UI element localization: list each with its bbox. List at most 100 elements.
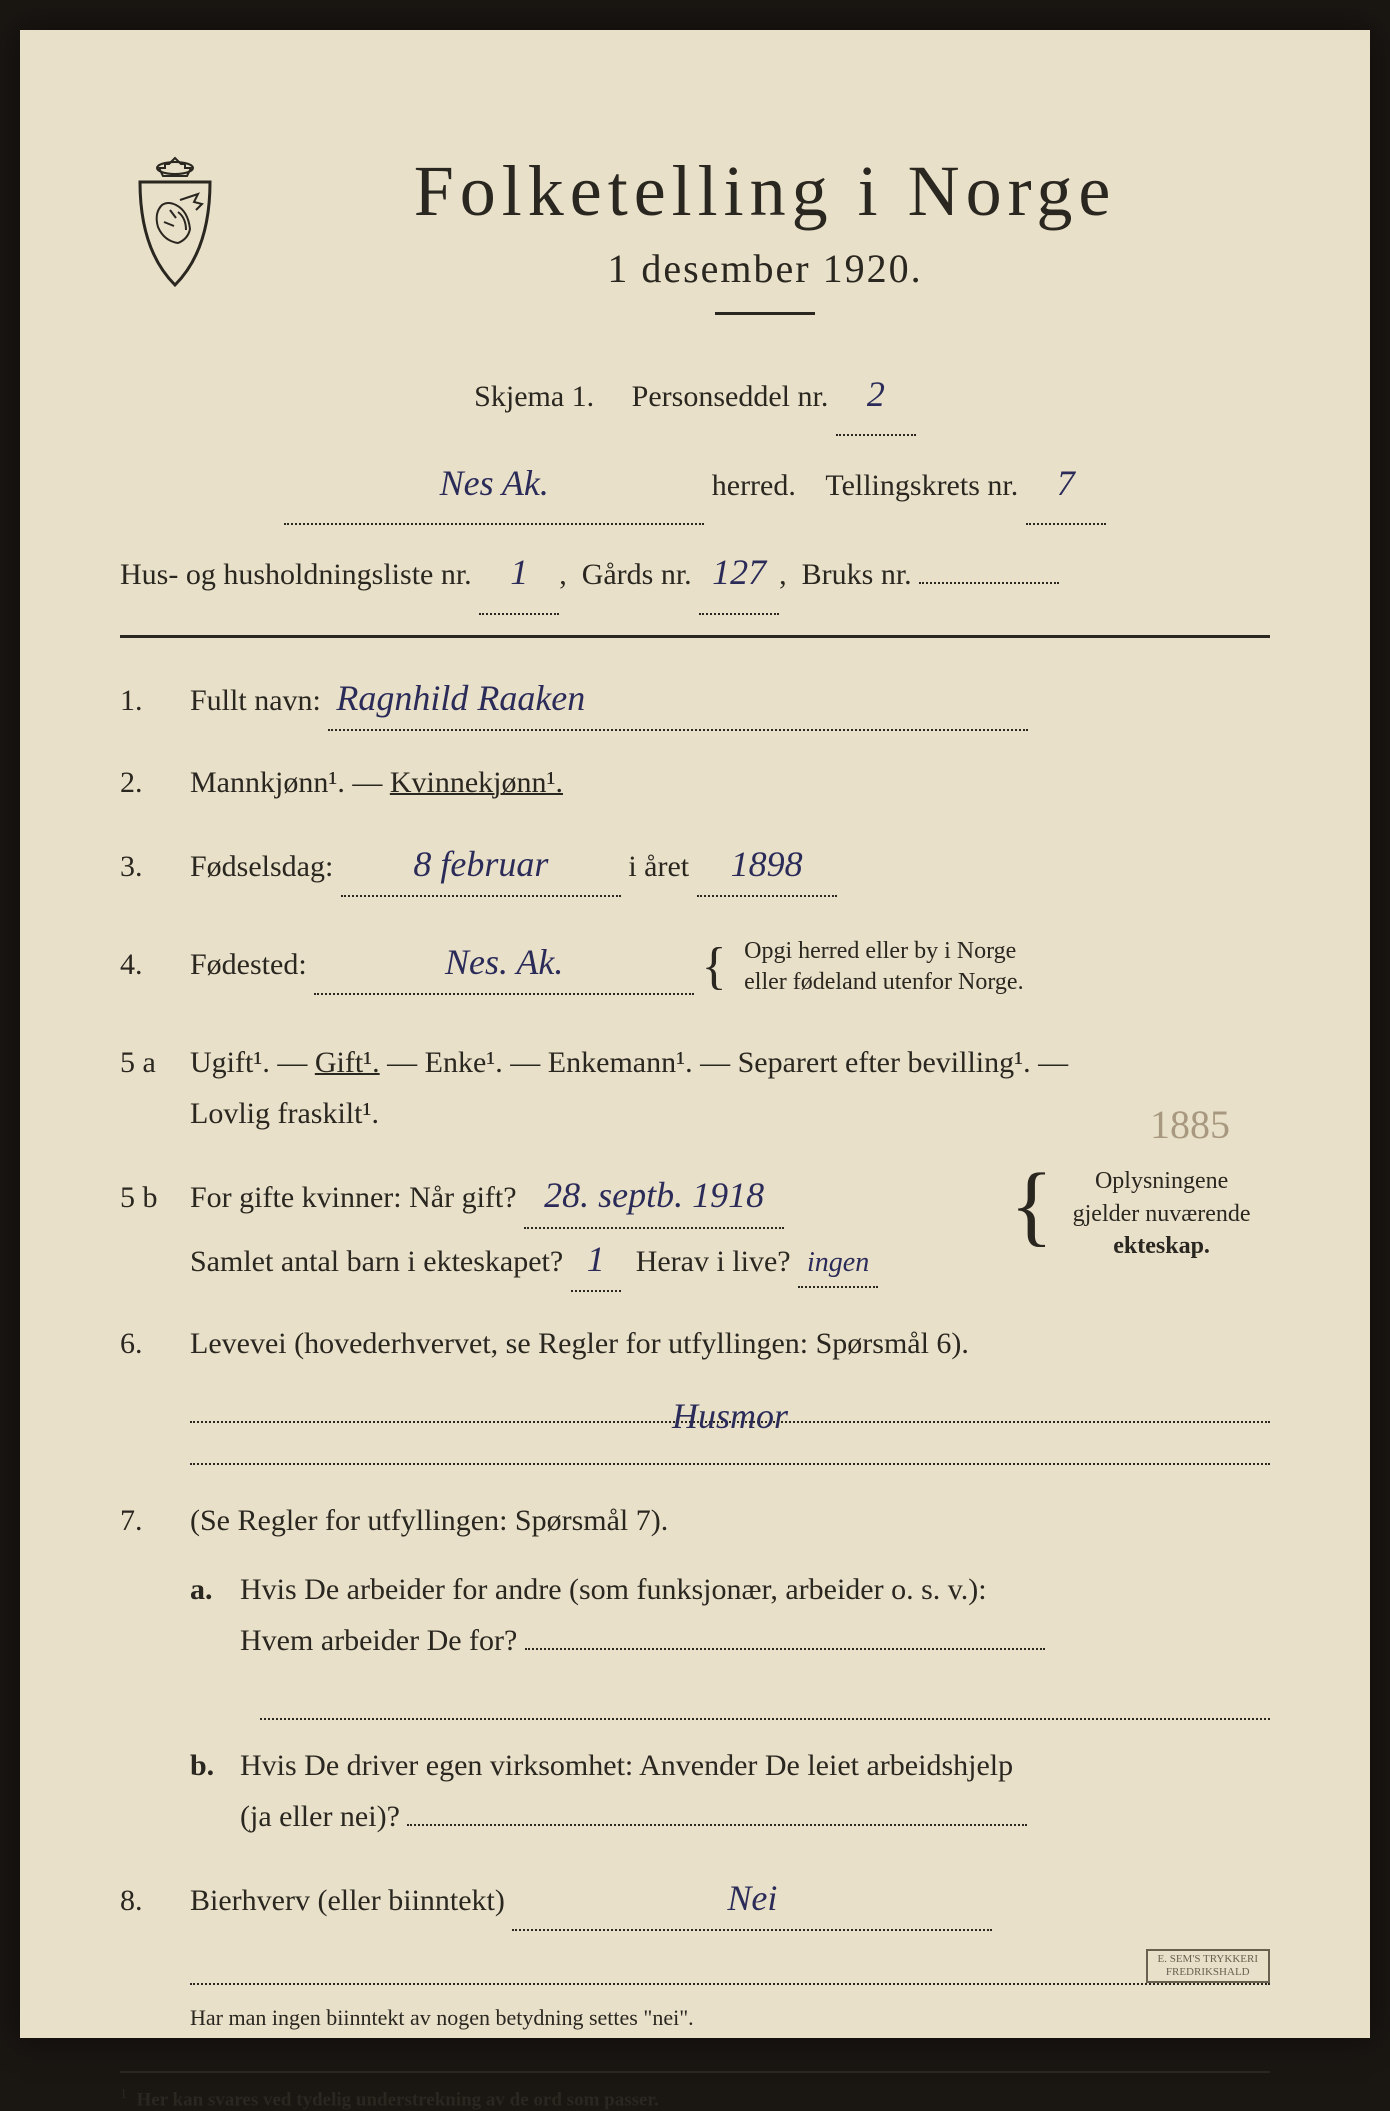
stamp-l2: FREDRIKSHALD <box>1166 1966 1250 1978</box>
main-title: Folketelling i Norge <box>260 150 1270 233</box>
q4-label: Fødested: <box>190 948 307 981</box>
q3-num: 3. <box>120 841 170 892</box>
q8: 8. Bierhverv (eller biinntekt) Nei <box>120 1868 1270 1931</box>
q6-value: Husmor <box>672 1396 788 1436</box>
q6: 6. Levevei (hovederhvervet, se Regler fo… <box>120 1318 1270 1369</box>
q2-mann: Mannkjønn¹. <box>190 766 345 799</box>
q4-num: 4. <box>120 939 170 990</box>
q5b-children: 1 <box>571 1229 621 1292</box>
q7b: b. Hvis De driver egen virksomhet: Anven… <box>190 1740 1270 1842</box>
title-divider <box>715 312 815 315</box>
q3: 3. Fødselsdag: 8 februar i året 1898 <box>120 834 1270 897</box>
q4-note: Opgi herred eller by i Norge eller fødel… <box>744 936 1023 998</box>
personseddel-nr: 2 <box>836 355 916 436</box>
personseddel-label: Personseddel nr. <box>632 380 829 413</box>
blank-line-1 <box>190 1437 1270 1465</box>
q7-label: (Se Regler for utfyllingen: Spørsmål 7). <box>190 1504 668 1537</box>
q5a-num: 5 a <box>120 1037 170 1088</box>
q6-label: Levevei (hovederhvervet, se Regler for u… <box>190 1327 969 1360</box>
census-form-page: Folketelling i Norge 1 desember 1920. Sk… <box>20 30 1370 2038</box>
q5b-num: 5 b <box>120 1172 170 1223</box>
q2-dash: — <box>352 766 390 799</box>
footnote-2-text: Her kan svares ved tydelig understreknin… <box>137 2089 659 2110</box>
q5b-side2: gjelder nuværende <box>1073 1201 1251 1227</box>
q7-num: 7. <box>120 1495 170 1546</box>
pencil-annotation: 1885 <box>1150 1091 1230 1159</box>
q5b-label3: Herav i live? <box>636 1245 791 1278</box>
q4-value: Nes. Ak. <box>314 932 694 995</box>
q4-note1: Opgi herred eller by i Norge <box>744 938 1016 964</box>
q5b-label2: Samlet antal barn i ekteskapet? <box>190 1245 563 1278</box>
q5a-separert: Separert efter bevilling¹. <box>738 1046 1031 1079</box>
q7b-num: b. <box>190 1740 220 1791</box>
divider-1 <box>120 635 1270 638</box>
bruks-nr <box>919 582 1059 584</box>
q2-num: 2. <box>120 757 170 808</box>
herred-value: Nes Ak. <box>284 444 704 525</box>
q6-num: 6. <box>120 1318 170 1369</box>
footnote-1: Har man ingen biinntekt av nogen betydni… <box>190 2005 1270 2031</box>
q2: 2. Mannkjønn¹. — Kvinnekjønn¹. <box>120 757 1270 808</box>
q8-value: Nei <box>512 1868 992 1931</box>
q4-note2: eller fødeland utenfor Norge. <box>744 969 1023 995</box>
coat-of-arms-icon <box>120 150 230 290</box>
printer-stamp: E. SEM'S TRYKKERI FREDRIKSHALD <box>1146 1949 1271 1983</box>
tellingskrets-nr: 7 <box>1026 444 1106 525</box>
q5a-fraskilt: Lovlig fraskilt¹. <box>190 1097 379 1130</box>
herred-label: herred. <box>712 469 796 502</box>
q3-year: 1898 <box>697 834 837 897</box>
q5b-married: 28. septb. 1918 <box>524 1165 784 1228</box>
title-block: Folketelling i Norge 1 desember 1920. <box>260 150 1270 345</box>
husliste-line: Hus- og husholdningsliste nr. 1, Gårds n… <box>120 533 1270 614</box>
blank-line-2 <box>260 1692 1270 1720</box>
subtitle: 1 desember 1920. <box>260 245 1270 292</box>
q7b-blank <box>407 1824 1027 1826</box>
q5a-enkemann: Enkemann¹. <box>548 1046 693 1079</box>
q5b-side3: ekteskap. <box>1113 1233 1210 1259</box>
q7a-text: Hvis De arbeider for andre (som funksjon… <box>240 1573 987 1606</box>
gards-nr: 127 <box>699 533 779 614</box>
q3-label: Fødselsdag: <box>190 850 333 883</box>
q7b-text: Hvis De driver egen virksomhet: Anvender… <box>240 1749 1013 1782</box>
q6-value-line: Husmor <box>190 1395 1270 1423</box>
q7a-blank <box>525 1648 1045 1650</box>
q1-label: Fullt navn: <box>190 684 321 717</box>
q8-label: Bierhverv (eller biinntekt) <box>190 1884 505 1917</box>
brace-icon: { <box>1010 1165 1053 1246</box>
tellingskrets-label: Tellingskrets nr. <box>825 469 1018 502</box>
q5a-ugift: Ugift¹. <box>190 1046 270 1079</box>
q7: 7. (Se Regler for utfyllingen: Spørsmål … <box>120 1495 1270 1666</box>
q8-num: 8. <box>120 1875 170 1926</box>
q7a-sub: Hvem arbeider De for? <box>240 1624 517 1657</box>
herred-line: Nes Ak. herred. Tellingskrets nr. 7 <box>120 444 1270 525</box>
husliste-nr: 1 <box>479 533 559 614</box>
footnote-2-num: 1 <box>120 2087 127 2102</box>
gards-label: Gårds nr. <box>582 558 692 591</box>
q5a-enke: Enke¹. <box>425 1046 503 1079</box>
q3-day: 8 februar <box>341 834 621 897</box>
skjema-label: Skjema 1. <box>474 380 594 413</box>
q5a-gift: Gift¹. <box>315 1046 380 1079</box>
q5b-sidenote: { Oplysningene gjelder nuværende ekteska… <box>1010 1165 1270 1262</box>
q3-mid: i året <box>628 850 689 883</box>
brace-icon: { <box>702 938 727 995</box>
skjema-line: Skjema 1. Personseddel nr. 2 <box>120 355 1270 436</box>
q1: 1. Fullt navn: Ragnhild Raaken <box>120 668 1270 731</box>
q7a-num: a. <box>190 1564 220 1666</box>
q5b-side1: Oplysningene <box>1095 1168 1228 1194</box>
q5b: 5 b { Oplysningene gjelder nuværende ekt… <box>120 1165 1270 1291</box>
q1-value: Ragnhild Raaken <box>328 668 1028 731</box>
header: Folketelling i Norge 1 desember 1920. <box>120 150 1270 345</box>
q7b-sub: (ja eller nei)? <box>240 1800 400 1833</box>
bruks-label: Bruks nr. <box>802 558 912 591</box>
blank-line-3 <box>190 1957 1270 1985</box>
q5b-alive: ingen <box>798 1239 878 1289</box>
stamp-l1: E. SEM'S TRYKKERI <box>1158 1953 1259 1965</box>
q2-kvinne: Kvinnekjønn¹. <box>390 766 563 799</box>
husliste-label: Hus- og husholdningsliste nr. <box>120 558 472 591</box>
q5a: 5 a Ugift¹. — Gift¹. — Enke¹. — Enkemann… <box>120 1037 1270 1139</box>
footnote-2: 1 Her kan svares ved tydelig understrekn… <box>120 2087 1270 2111</box>
q5b-label1: For gifte kvinner: Når gift? <box>190 1181 517 1214</box>
q4: 4. Fødested: Nes. Ak. { Opgi herred elle… <box>120 923 1270 1011</box>
q1-num: 1. <box>120 675 170 726</box>
